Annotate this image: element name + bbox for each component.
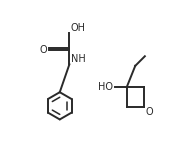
Text: O: O [40, 45, 48, 55]
Text: O: O [146, 107, 153, 117]
Text: HO: HO [98, 82, 113, 92]
Text: NH: NH [71, 54, 86, 64]
Text: OH: OH [71, 22, 86, 33]
